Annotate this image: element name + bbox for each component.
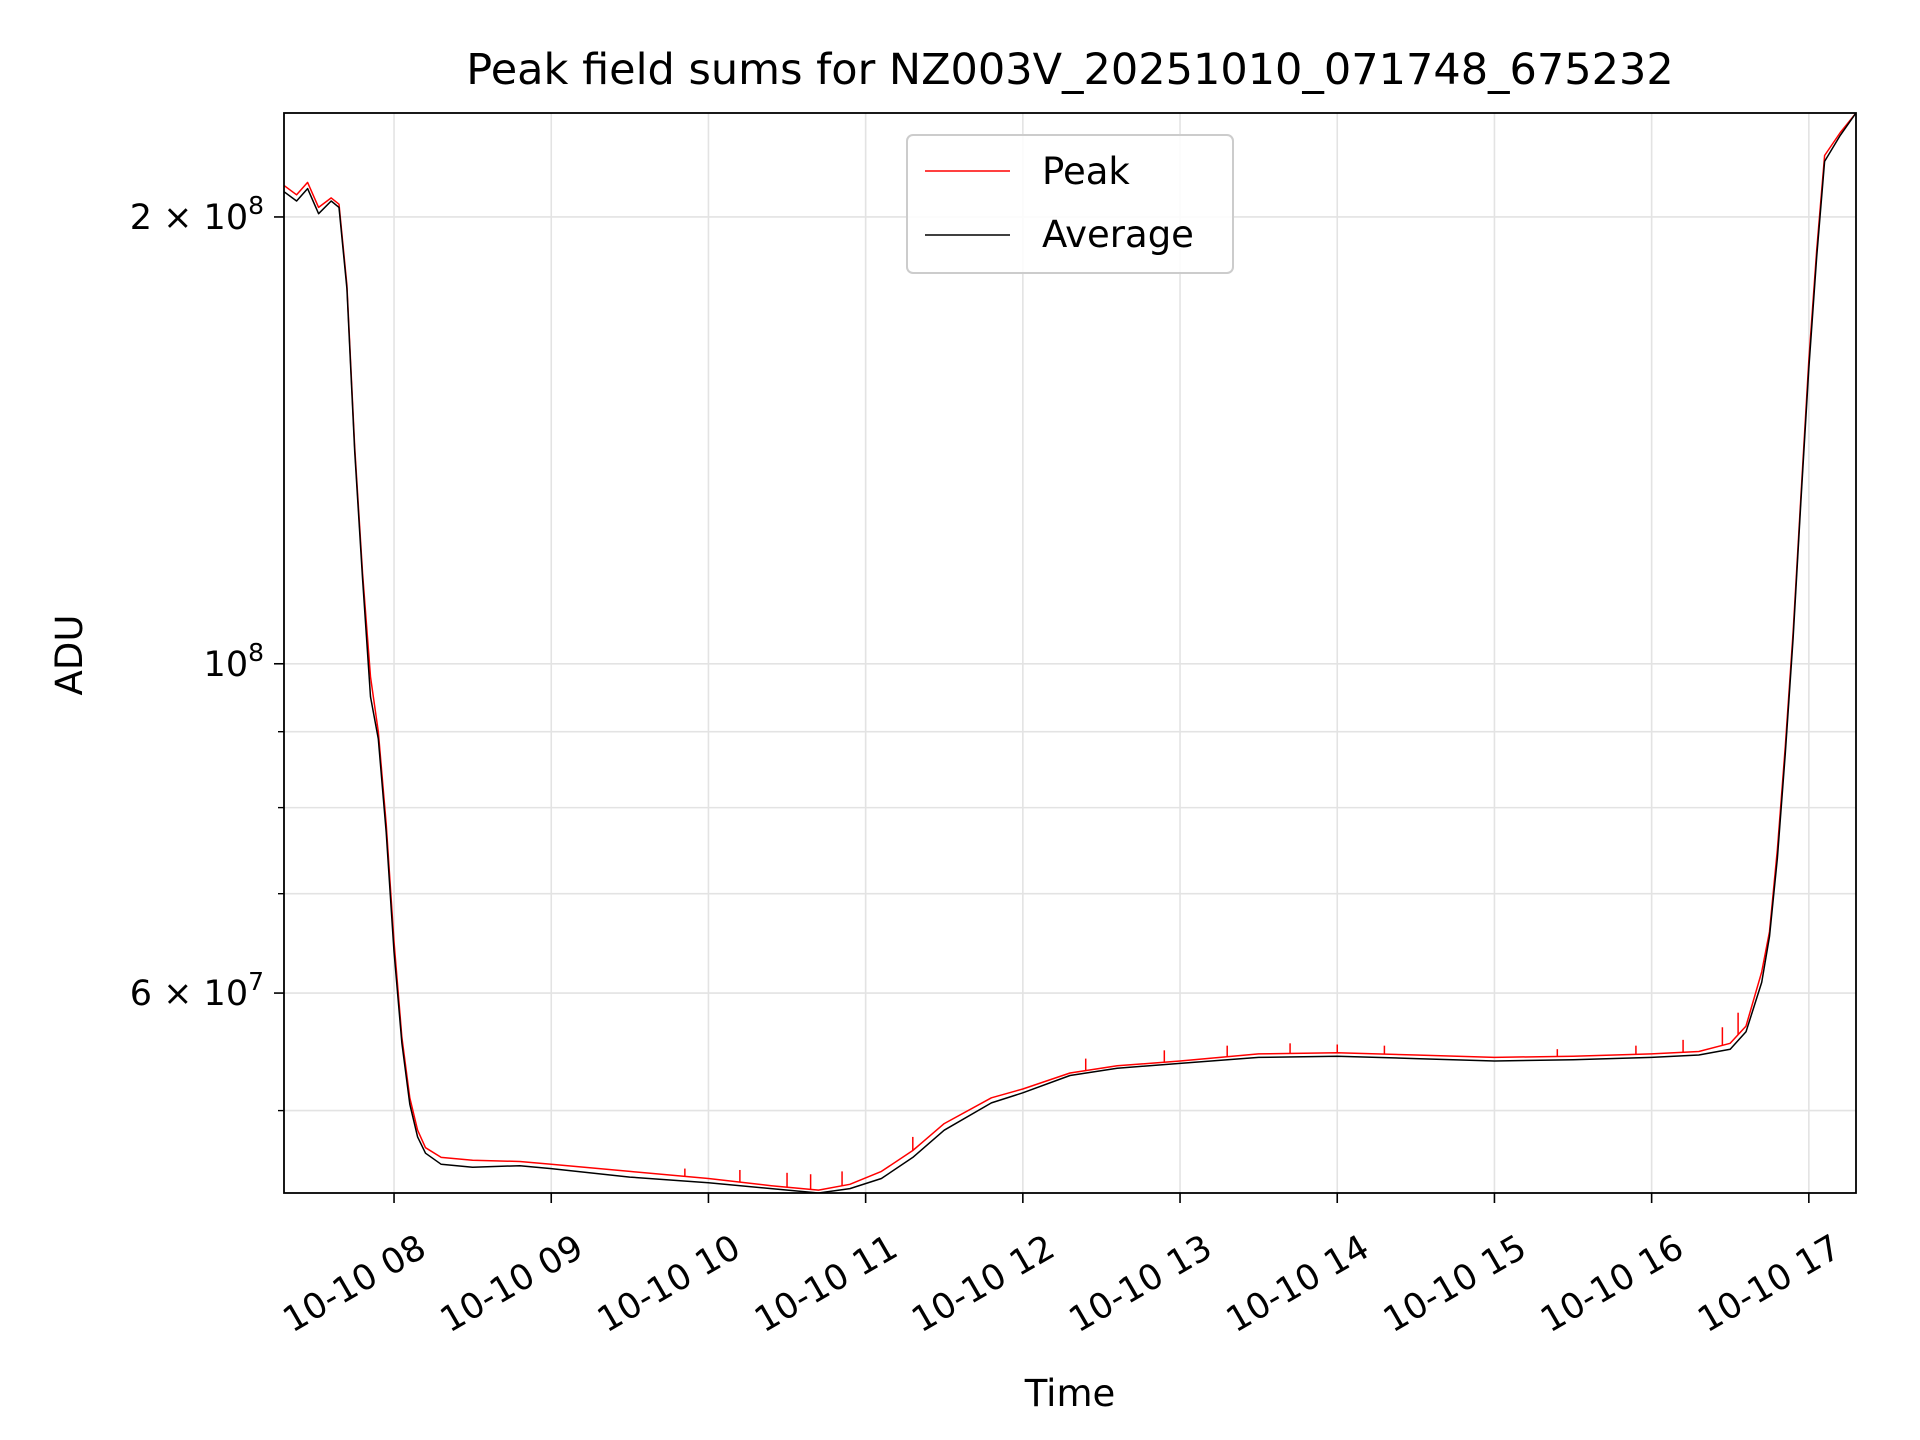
y-tick-label: 108 [204,638,264,685]
legend-average-label: Average [1042,213,1194,256]
plot-area [284,113,1856,1193]
x-axis-label: Time [1024,1372,1116,1415]
y-axis-label: ADU [48,615,91,696]
chart-title: Peak field sums for NZ003V_20251010_0717… [466,45,1673,95]
series-layer [284,113,1856,1193]
y-tick-label: 6 × 107 [130,967,264,1014]
legend-peak-label: Peak [1042,150,1130,193]
legend: Peak Average [906,134,1234,274]
legend-box [906,134,1234,274]
axes-frame [283,112,1857,1194]
y-tick-label: 2 × 108 [130,191,264,238]
series-line-average [284,113,1856,1193]
